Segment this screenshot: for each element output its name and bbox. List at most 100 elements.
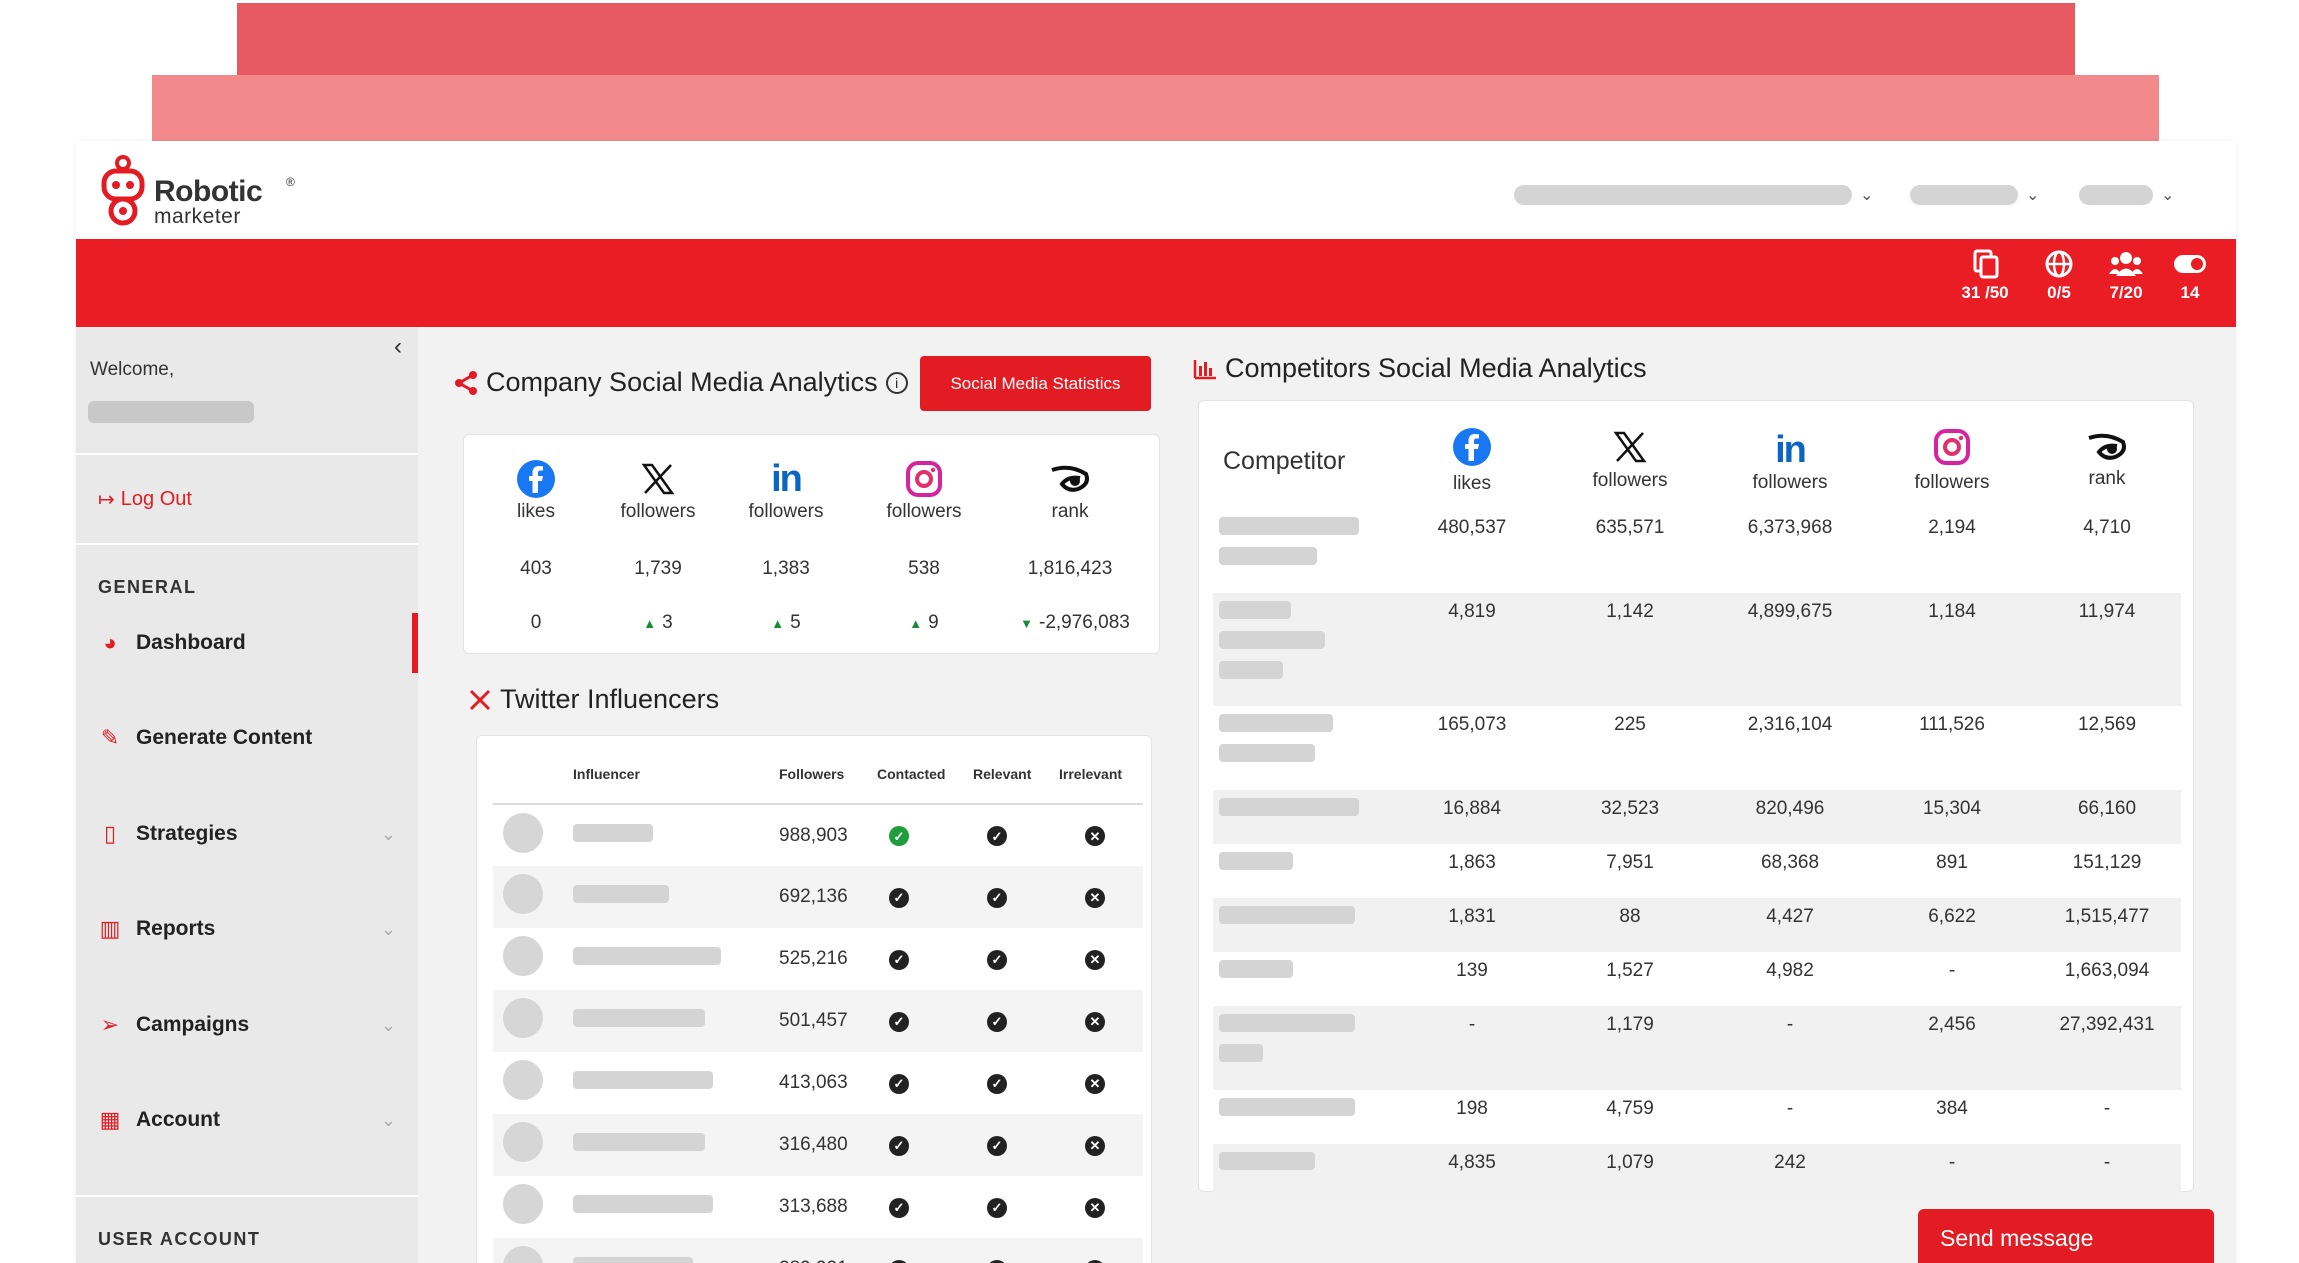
influencer-name[interactable] (573, 823, 653, 842)
close-circle-icon[interactable]: ✕ (1085, 949, 1105, 970)
instagram-followers-change: 9 (928, 612, 939, 633)
influencer-name[interactable] (573, 1133, 705, 1151)
check-circle-icon[interactable]: ✓ (987, 949, 1007, 970)
column-label: followers (1592, 470, 1668, 491)
competitor-name[interactable] (1213, 1006, 1393, 1090)
send-message-button[interactable]: Send message (1918, 1209, 2214, 1263)
name-placeholder (1219, 1152, 1315, 1170)
value-cell: - (1786, 1098, 1794, 1119)
company-instagram-column: followers (874, 459, 974, 523)
check-circle-icon[interactable]: ✓ (987, 1197, 1007, 1218)
chevron-down-icon: ⌄ (2161, 187, 2175, 204)
check-circle-icon[interactable]: ✓ (987, 1011, 1007, 1032)
check-circle-icon[interactable]: ✓ (889, 949, 909, 970)
avatar-header (493, 744, 573, 804)
column-label: followers (748, 501, 824, 522)
sidebar-item-reports[interactable]: ▥ Reports ⌄ (76, 899, 418, 959)
competitor-name[interactable] (1213, 1090, 1393, 1144)
competitor-name[interactable] (1213, 593, 1393, 706)
websites-stat[interactable]: 0/5 (2029, 249, 2089, 303)
competitor-name[interactable] (1213, 706, 1393, 790)
influencer-name[interactable] (573, 1071, 713, 1089)
value-cell: 1,079 (1551, 1144, 1709, 1198)
check-circle-icon[interactable]: ✓ (889, 887, 909, 908)
influencer-name[interactable] (573, 947, 721, 965)
value-cell: - (1393, 1006, 1551, 1090)
instagram-header: followers (1871, 413, 2033, 509)
company-rank-column: rank (1020, 459, 1120, 523)
company-selector[interactable]: ⌄ (1514, 184, 1873, 206)
competitor-name[interactable] (1213, 844, 1393, 898)
value-cell: - (1948, 960, 1956, 981)
table-row: 480,537 635,571 6,373,968 2,194 4,710 (1213, 509, 2181, 593)
rank-change-wrap: ▼ -2,976,083 (1000, 612, 1150, 634)
influencer-name[interactable] (573, 1257, 693, 1263)
name-placeholder (1219, 517, 1359, 535)
influencer-name[interactable] (573, 885, 669, 903)
check-circle-icon[interactable]: ✓ (987, 1073, 1007, 1094)
table-row: 413,063 ✓ ✓ ✕ (493, 1052, 1143, 1114)
close-circle-icon[interactable]: ✕ (1085, 1011, 1105, 1032)
value-cell: 12,569 (2077, 714, 2137, 735)
divider (76, 543, 418, 545)
chevron-down-icon: ⌄ (380, 823, 396, 844)
value-cell: 6,373,968 (1747, 517, 1833, 538)
check-circle-icon[interactable]: ✓ (889, 1259, 909, 1263)
close-circle-icon[interactable]: ✕ (1085, 1197, 1105, 1218)
competitor-name[interactable] (1213, 1144, 1393, 1198)
value-cell: 15,304 (1871, 790, 2033, 844)
check-circle-icon[interactable]: ✓ (987, 1259, 1007, 1263)
competitor-name[interactable] (1213, 952, 1393, 1006)
toggle-stat[interactable]: 14 (2160, 249, 2220, 303)
documents-stat[interactable]: 31 /50 (1955, 249, 2015, 303)
check-circle-icon[interactable]: ✓ (987, 826, 1007, 846)
main-content: Company Social Media Analytics i Social … (418, 327, 2236, 1263)
sidebar-item-account[interactable]: ▦ Account ⌄ (76, 1090, 418, 1150)
check-circle-icon[interactable]: ✓ (889, 1135, 909, 1156)
table-row: 316,480 ✓ ✓ ✕ (493, 1114, 1143, 1176)
chevron-left-icon[interactable]: ‹ (394, 333, 402, 360)
influencer-name[interactable] (573, 1009, 705, 1027)
check-circle-icon[interactable]: ✓ (889, 1197, 909, 1218)
sidebar-item-strategies[interactable]: ▯ Strategies ⌄ (76, 804, 418, 864)
close-circle-icon[interactable]: ✕ (1085, 1259, 1105, 1263)
value-cell: 111,526 (1919, 714, 1985, 735)
robotic-marketer-logo[interactable]: Robotic ® marketer (98, 153, 318, 228)
close-circle-icon[interactable]: ✕ (1085, 887, 1105, 908)
user-menu[interactable]: ⌄ (2079, 184, 2174, 206)
table-row: 1,863 7,951 68,368 891 151,129 (1213, 844, 2181, 898)
social-media-statistics-button[interactable]: Social Media Statistics (920, 356, 1151, 411)
check-circle-icon[interactable]: ✓ (889, 1011, 909, 1032)
check-circle-icon[interactable]: ✓ (987, 1135, 1007, 1156)
table-row: 692,136 ✓ ✓ ✕ (493, 866, 1143, 928)
sidebar-item-campaigns[interactable]: ➢ Campaigns ⌄ (76, 995, 418, 1055)
competitor-name[interactable] (1213, 509, 1393, 593)
sidebar-item-dashboard[interactable]: ◕ Dashboard (76, 613, 418, 673)
competitors-analytics-title-text: Competitors Social Media Analytics (1225, 353, 1647, 383)
top-header: Robotic ® marketer ⌄ ⌄ ⌄ (76, 141, 2236, 239)
table-row: 4,819 1,142 4,899,675 1,184 11,974 (1213, 593, 2181, 706)
linkedin-icon: in (1775, 428, 1807, 471)
value-cell: 68,368 (1760, 852, 1820, 873)
influencer-name[interactable] (573, 1195, 713, 1213)
check-circle-icon[interactable]: ✓ (889, 826, 909, 846)
logout-link[interactable]: ↦ Log Out (98, 487, 192, 512)
decorative-band-middle (152, 75, 2159, 141)
facebook-likes-change: 0 (530, 612, 542, 633)
check-circle-icon[interactable]: ✓ (987, 887, 1007, 908)
info-icon[interactable]: i (885, 371, 908, 394)
app-window: Robotic ® marketer ⌄ ⌄ ⌄ 31 /50 0/5 7/20… (76, 141, 2236, 1263)
close-circle-icon[interactable]: ✕ (1085, 826, 1105, 846)
close-circle-icon[interactable]: ✕ (1085, 1073, 1105, 1094)
x-followers-change: 3 (662, 612, 673, 633)
arrow-down-icon: ▼ (1020, 616, 1033, 631)
check-circle-icon[interactable]: ✓ (889, 1073, 909, 1094)
competitor-name[interactable] (1213, 898, 1393, 952)
users-stat[interactable]: 7/20 (2096, 249, 2156, 303)
value-cell: 7,951 (1606, 852, 1654, 873)
sidebar-item-generate-content[interactable]: ✎ Generate Content (76, 708, 418, 768)
competitor-name[interactable] (1213, 790, 1393, 844)
arrow-up-icon: ▲ (909, 616, 923, 631)
project-selector[interactable]: ⌄ (1910, 184, 2039, 206)
close-circle-icon[interactable]: ✕ (1085, 1135, 1105, 1156)
